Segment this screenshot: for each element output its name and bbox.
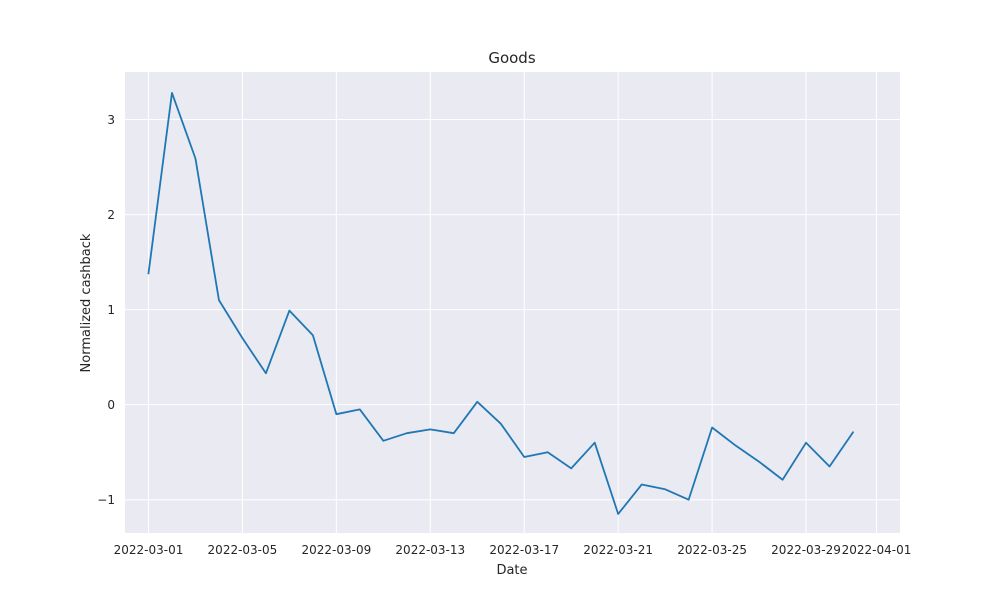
y-tick-label: 2 <box>107 208 115 222</box>
chart-title: Goods <box>488 49 535 67</box>
x-tick-label: 2022-04-01 <box>842 543 912 557</box>
x-tick-labels: 2022-03-01 2022-03-05 2022-03-09 2022-03-13… <box>114 543 912 557</box>
y-tick-label: 3 <box>107 113 115 127</box>
y-gridlines <box>125 119 900 501</box>
y-tick-label: 1 <box>107 303 115 317</box>
y-tick-labels: −1 0 1 2 3 <box>97 113 115 507</box>
x-tick-label: 2022-03-17 <box>489 543 559 557</box>
x-tick-label: 2022-03-09 <box>301 543 371 557</box>
x-tick-label: 2022-03-21 <box>583 543 653 557</box>
x-axis-label: Date <box>496 563 527 578</box>
y-axis-label: Normalized cashback <box>79 233 94 372</box>
x-gridlines <box>147 72 878 533</box>
x-tick-label: 2022-03-29 <box>771 543 841 557</box>
plot-background <box>125 72 900 533</box>
x-tick-label: 2022-03-13 <box>395 543 465 557</box>
x-tick-label: 2022-03-01 <box>114 543 184 557</box>
y-tick-label: −1 <box>97 493 115 507</box>
x-tick-label: 2022-03-05 <box>208 543 278 557</box>
x-tick-label: 2022-03-25 <box>677 543 747 557</box>
series-line <box>147 92 854 515</box>
y-tick-label: 0 <box>107 398 115 412</box>
